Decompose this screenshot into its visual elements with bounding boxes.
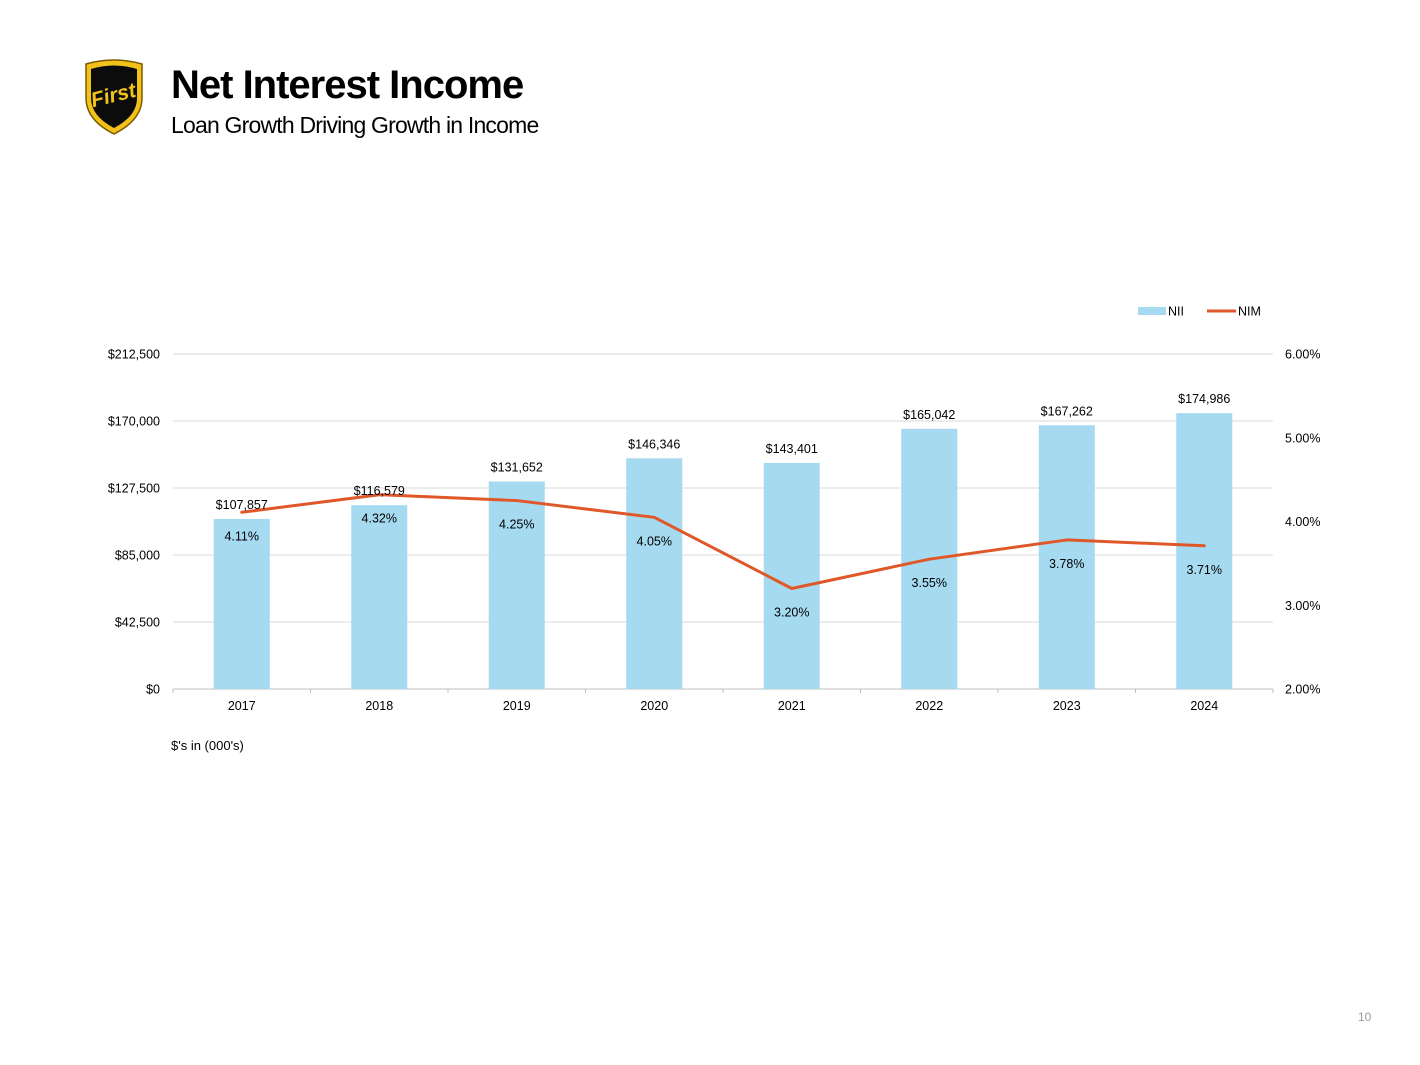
x-axis-tick-label: 2023 bbox=[1053, 699, 1081, 713]
nii-bar bbox=[763, 462, 820, 689]
left-axis-tick-label: $127,500 bbox=[108, 482, 160, 496]
units-footnote: $'s in (000's) bbox=[171, 738, 244, 753]
left-axis-tick-label: $0 bbox=[146, 683, 160, 697]
nim-line bbox=[240, 493, 1206, 590]
right-axis-tick-label: 6.00% bbox=[1285, 348, 1320, 362]
left-axis-tick-label: $170,000 bbox=[108, 415, 160, 429]
nim-data-label: 3.71% bbox=[1187, 563, 1222, 577]
right-axis-tick-label: 2.00% bbox=[1285, 683, 1320, 697]
left-axis-tick-label: $212,500 bbox=[108, 348, 160, 362]
nii-data-label: $174,986 bbox=[1178, 392, 1230, 406]
page-title: Net Interest Income bbox=[171, 63, 524, 107]
nii-data-label: $167,262 bbox=[1041, 404, 1093, 418]
x-axis-tick-label: 2024 bbox=[1190, 699, 1218, 713]
nii-bar bbox=[1038, 425, 1095, 689]
x-axis-tick-label: 2021 bbox=[778, 699, 806, 713]
nim-data-label: 3.78% bbox=[1049, 557, 1084, 571]
nim-data-label: 4.11% bbox=[224, 529, 259, 543]
nii-data-label: $165,042 bbox=[903, 408, 955, 422]
left-axis-tick-label: $85,000 bbox=[115, 549, 160, 563]
nim-data-label: 3.20% bbox=[774, 606, 809, 620]
nii-data-label: $143,401 bbox=[766, 442, 818, 456]
nii-data-label: $131,652 bbox=[491, 460, 543, 474]
x-axis-tick-label: 2019 bbox=[503, 699, 531, 713]
left-axis-tick-label: $42,500 bbox=[115, 616, 160, 630]
page-subtitle: Loan Growth Driving Growth in Income bbox=[171, 112, 539, 138]
x-axis-tick-label: 2022 bbox=[915, 699, 943, 713]
x-axis-tick-label: 2018 bbox=[365, 699, 393, 713]
nii-bar bbox=[488, 481, 545, 689]
nii-data-label: $107,857 bbox=[216, 498, 268, 512]
nim-data-label: 4.25% bbox=[499, 518, 534, 532]
page-number: 10 bbox=[1358, 1010, 1372, 1024]
legend-nii-swatch bbox=[1138, 307, 1166, 315]
nii-bar bbox=[626, 458, 683, 689]
nii-bar bbox=[351, 505, 408, 689]
x-axis-tick-label: 2017 bbox=[228, 699, 256, 713]
legend-nii-label: NII bbox=[1168, 305, 1184, 319]
nim-data-label: 4.05% bbox=[637, 534, 672, 548]
nim-data-label: 3.55% bbox=[912, 576, 947, 590]
nii-bar bbox=[1176, 413, 1233, 689]
right-axis-tick-label: 5.00% bbox=[1285, 431, 1320, 445]
company-logo: First bbox=[80, 58, 148, 136]
legend-nim-label: NIM bbox=[1238, 305, 1261, 319]
x-axis-tick-label: 2020 bbox=[640, 699, 668, 713]
nii-data-label: $146,346 bbox=[628, 437, 680, 451]
nii-data-label: $116,579 bbox=[354, 484, 405, 498]
right-axis-tick-label: 4.00% bbox=[1285, 515, 1320, 529]
nii-bar bbox=[213, 518, 270, 689]
right-axis-tick-label: 3.00% bbox=[1285, 599, 1320, 613]
nim-data-label: 4.32% bbox=[362, 512, 397, 526]
